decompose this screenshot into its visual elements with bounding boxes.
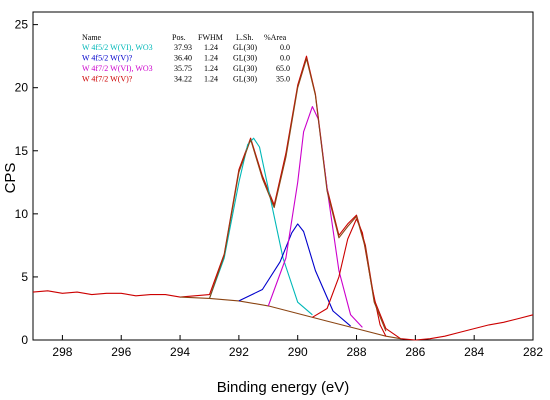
y-tick-label: 10 <box>15 207 29 221</box>
y-tick-label: 5 <box>21 270 28 284</box>
y-axis-title: CPS <box>2 163 19 194</box>
series-line-4 <box>267 106 363 328</box>
legend-row-lsh: GL(30) <box>233 43 257 52</box>
series-line-2 <box>208 137 313 316</box>
legend-row-area: 0.0 <box>280 54 290 63</box>
legend-row-area: 65.0 <box>276 64 290 73</box>
legend-row-fwhm: 1.24 <box>204 43 218 52</box>
legend-header-pos: Pos. <box>172 33 186 42</box>
legend-row-fwhm: 1.24 <box>204 64 218 73</box>
legend-rows: W 4f5/2 W(VI), WO3 37.93 1.24 GL(30) 0.0 W 4f… <box>82 43 290 84</box>
legend-table: Name Pos. FWHM L.Sh. %Area W 4f5/2 W(VI)… <box>82 33 290 84</box>
legend-row-name: W 4f7/2 W(V)? <box>82 75 133 84</box>
x-tick-label: 298 <box>52 345 72 359</box>
axes-layer: 298 296 294 292 290 288 286 284 282 0 5 10 15 20 25 <box>15 18 544 359</box>
legend-header-fwhm: FWHM <box>198 33 223 42</box>
x-tick-label: 282 <box>523 345 543 359</box>
series-line-1 <box>180 296 401 340</box>
series-line-3 <box>238 223 351 327</box>
legend-row-lsh: GL(30) <box>233 64 257 73</box>
x-tick-label: 286 <box>405 345 425 359</box>
x-tick-label: 294 <box>170 345 190 359</box>
x-tick-label: 292 <box>229 345 249 359</box>
legend-row-name: W 4f7/2 W(VI), WO3 <box>82 64 153 73</box>
legend-row-area: 0.0 <box>280 43 290 52</box>
x-tick-label: 290 <box>288 345 308 359</box>
y-tick-label: 20 <box>15 81 29 95</box>
legend-header-name: Name <box>82 33 102 42</box>
series-line-5 <box>312 218 387 337</box>
y-tick-label: 25 <box>15 18 29 32</box>
legend-row-fwhm: 1.24 <box>204 75 218 84</box>
plot-frame <box>32 11 534 341</box>
y-tick-label: 0 <box>21 333 28 347</box>
x-tick-label: 296 <box>111 345 131 359</box>
x-tick-label: 284 <box>464 345 484 359</box>
series-layer <box>32 55 534 341</box>
legend-row-name: W 4f5/2 W(VI), WO3 <box>82 43 153 52</box>
legend-row-name: W 4f5/2 W(V)? <box>82 54 133 63</box>
series-line-6 <box>208 58 387 332</box>
y-tick-label: 15 <box>15 144 29 158</box>
legend-row-lsh: GL(30) <box>233 75 257 84</box>
legend-row-area: 35.0 <box>276 75 290 84</box>
x-tick-label: 288 <box>347 345 367 359</box>
legend-row-pos: 37.93 <box>174 43 192 52</box>
legend-header-area: %Area <box>264 33 287 42</box>
legend-row-pos: 36.40 <box>174 54 192 63</box>
legend-header-lsh: L.Sh. <box>236 33 253 42</box>
legend-row-pos: 34.22 <box>174 75 192 84</box>
legend-row-fwhm: 1.24 <box>204 54 218 63</box>
x-axis-title: Binding energy (eV) <box>217 379 350 396</box>
legend-row-lsh: GL(30) <box>233 54 257 63</box>
series-line-0 <box>32 55 534 341</box>
legend-row-pos: 35.75 <box>174 64 192 73</box>
